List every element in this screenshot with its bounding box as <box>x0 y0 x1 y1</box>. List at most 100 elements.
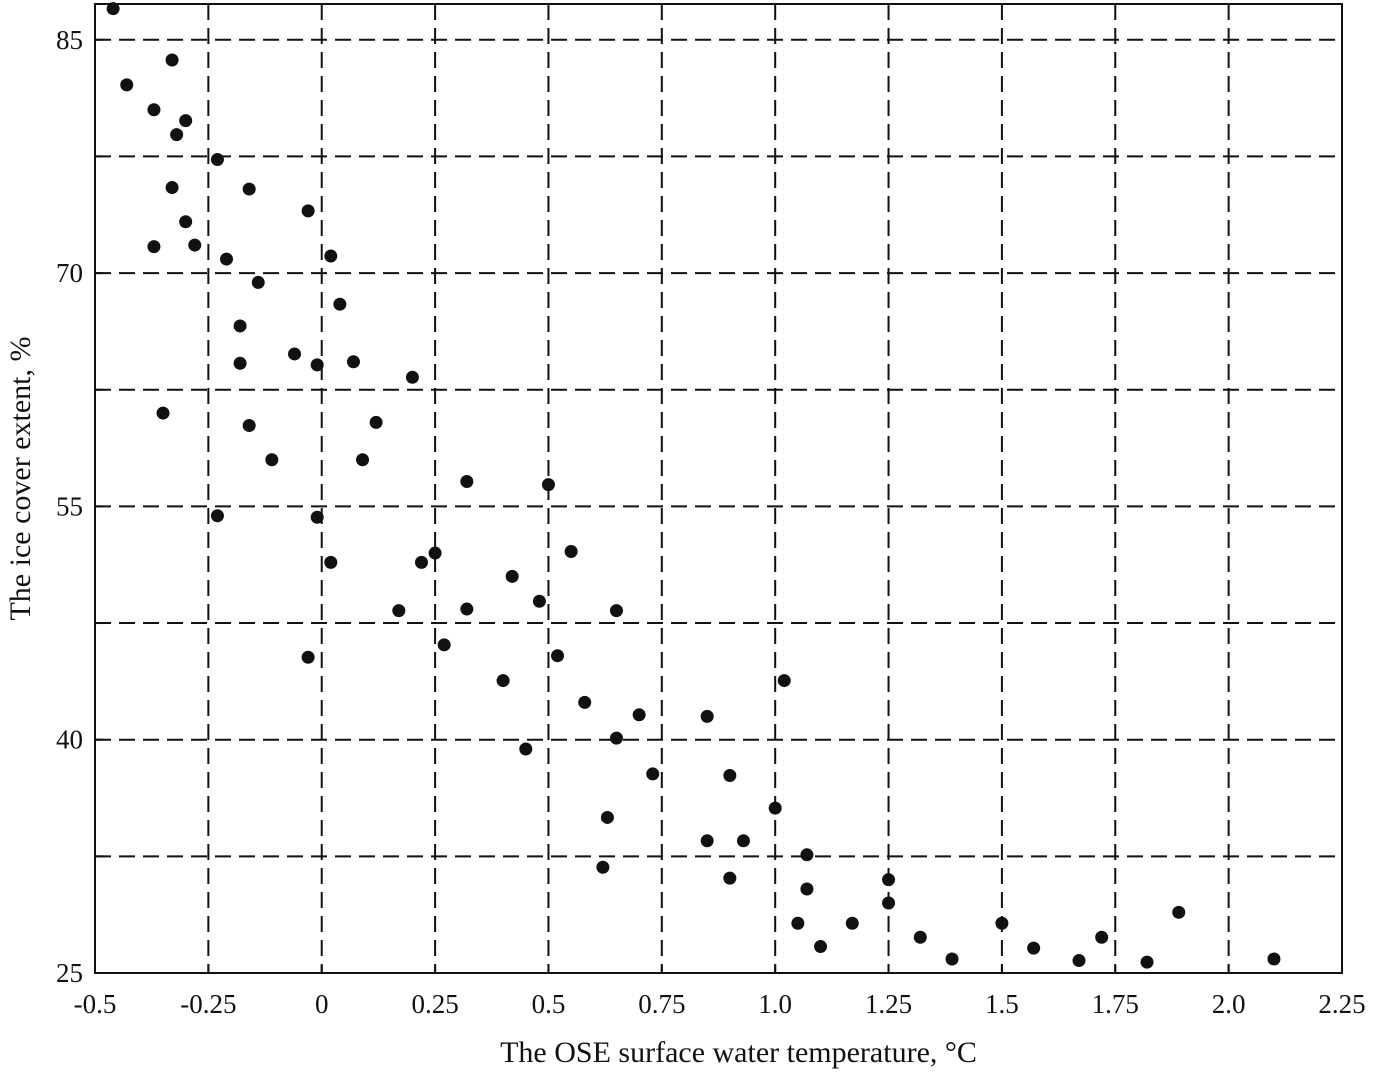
data-point <box>768 801 782 815</box>
grid <box>95 4 1342 973</box>
data-point <box>310 510 324 524</box>
data-point <box>995 916 1009 930</box>
data-point <box>356 453 370 467</box>
plot-frame <box>94 3 1343 974</box>
data-point <box>814 940 828 954</box>
data-point <box>800 848 814 862</box>
x-tick-label: 1.75 <box>1092 989 1139 1019</box>
data-point <box>324 249 338 263</box>
data-point <box>242 182 256 196</box>
data-point <box>1072 954 1086 968</box>
y-tick-labels: 25 40 55 70 85 <box>56 25 83 988</box>
data-point <box>646 767 660 781</box>
data-point <box>310 358 324 372</box>
data-point <box>179 215 193 229</box>
data-point <box>632 708 646 722</box>
data-point <box>170 128 184 142</box>
x-tick-label: 0.25 <box>411 989 458 1019</box>
data-point <box>414 555 428 569</box>
x-tick-label: 1.5 <box>985 989 1019 1019</box>
data-point <box>369 415 383 429</box>
y-tick-label: 85 <box>56 25 83 55</box>
data-point <box>700 834 714 848</box>
y-tick-label: 70 <box>56 258 83 288</box>
data-point <box>460 475 474 489</box>
data-point <box>609 731 623 745</box>
data-point <box>165 53 179 67</box>
data-point <box>179 114 193 128</box>
y-tick-label: 40 <box>56 725 83 755</box>
data-point <box>578 695 592 709</box>
data-point <box>519 742 533 756</box>
data-point <box>106 2 120 16</box>
data-points <box>106 2 1281 969</box>
data-point <box>333 297 347 311</box>
x-tick-label: 2.25 <box>1318 989 1365 1019</box>
data-point <box>532 594 546 608</box>
data-point <box>723 768 737 782</box>
data-point <box>800 882 814 896</box>
data-point <box>233 356 247 370</box>
data-point <box>1267 952 1281 966</box>
data-point <box>437 638 451 652</box>
x-tick-label: 1.25 <box>865 989 912 1019</box>
data-point <box>428 546 442 560</box>
data-point <box>541 478 555 492</box>
data-point <box>945 952 959 966</box>
x-tick-label: 0.5 <box>532 989 566 1019</box>
x-tick-label: -0.25 <box>180 989 236 1019</box>
data-point <box>564 544 578 558</box>
data-point <box>791 916 805 930</box>
data-point <box>346 355 360 369</box>
data-point <box>210 509 224 523</box>
x-axis-title: The OSE surface water temperature, °C <box>500 1036 977 1069</box>
data-point <box>596 860 610 874</box>
data-point <box>505 569 519 583</box>
data-point <box>324 555 338 569</box>
x-tick-label: 2.0 <box>1212 989 1246 1019</box>
data-point <box>392 604 406 618</box>
data-point <box>882 873 896 887</box>
x-tick-label: 0.75 <box>638 989 685 1019</box>
data-point <box>301 204 315 218</box>
y-tick-label: 55 <box>56 491 83 521</box>
data-point <box>156 406 170 420</box>
data-point <box>845 916 859 930</box>
x-tick-label: -0.5 <box>74 989 117 1019</box>
data-point <box>210 153 224 167</box>
data-point <box>1172 905 1186 919</box>
data-point <box>600 810 614 824</box>
data-point <box>251 275 265 289</box>
data-point <box>460 602 474 616</box>
data-point <box>147 103 161 117</box>
data-point <box>242 419 256 433</box>
data-point <box>301 650 315 664</box>
data-point <box>777 674 791 688</box>
y-axis-title: The ice cover extent, % <box>4 336 37 620</box>
data-point <box>736 834 750 848</box>
data-point <box>723 871 737 885</box>
data-point <box>882 896 896 910</box>
data-point <box>220 252 234 266</box>
x-tick-label: 1.0 <box>758 989 792 1019</box>
data-point <box>188 238 202 252</box>
data-point <box>165 181 179 195</box>
data-point <box>405 370 419 384</box>
data-point <box>1140 955 1154 969</box>
x-tick-label: 0 <box>315 989 329 1019</box>
data-point <box>233 319 247 333</box>
data-point <box>1027 941 1041 955</box>
data-point <box>700 709 714 723</box>
data-point <box>551 649 565 663</box>
data-point <box>913 930 927 944</box>
data-point <box>609 604 623 618</box>
x-tick-labels: -0.5 -0.25 0 0.25 0.5 0.75 1.0 1.25 1.5 1.75 2.0 2.… <box>74 989 1366 1019</box>
data-point <box>496 674 510 688</box>
data-point <box>265 453 279 467</box>
y-tick-label: 25 <box>56 958 83 988</box>
data-point <box>1095 930 1109 944</box>
data-point <box>120 78 134 92</box>
data-point <box>288 347 302 361</box>
data-point <box>147 240 161 254</box>
